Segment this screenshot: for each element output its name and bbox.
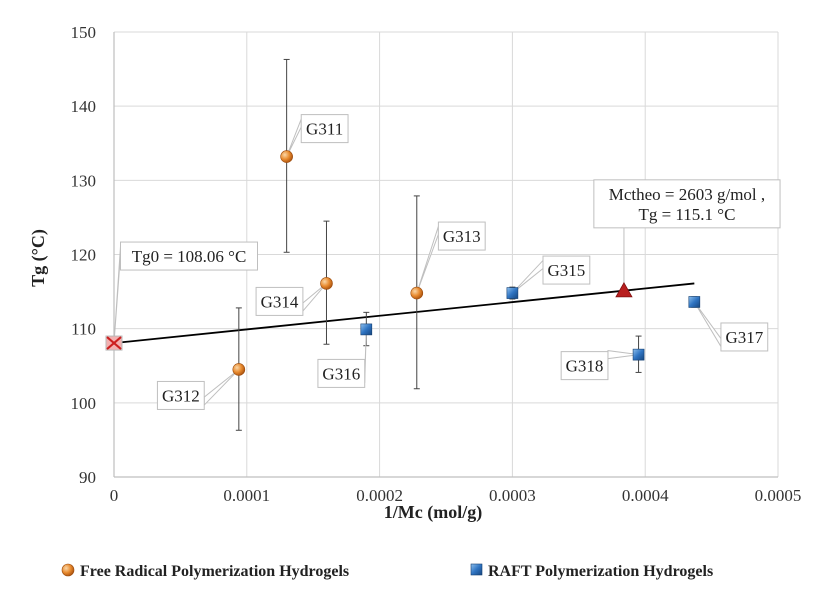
callout-box <box>120 241 258 271</box>
callout-box <box>156 380 205 410</box>
callout-label: G318 <box>566 357 604 376</box>
x-tick-label: 0.0003 <box>489 486 536 505</box>
x-tick-label: 0 <box>110 486 119 505</box>
y-tick-label: 130 <box>71 171 97 190</box>
callout-box <box>437 221 486 251</box>
y-tick-label: 140 <box>71 97 97 116</box>
callout-pointer <box>203 369 240 407</box>
point-raft <box>688 296 701 308</box>
callout-box <box>255 286 304 316</box>
data-points <box>105 150 701 376</box>
callout-pointer <box>416 226 439 294</box>
legend-marker-free-radical <box>61 563 75 577</box>
callout-box <box>560 351 609 381</box>
point-raft <box>360 323 373 336</box>
callout-label: G311 <box>306 120 343 139</box>
callout-label: G316 <box>322 364 360 383</box>
y-tick-label: 150 <box>71 23 97 42</box>
callouts: G311 G312 G313 G314 G315 G316 G317 G318 Tg0 = 10… <box>113 114 781 410</box>
callout-label: Tg0 = 108.06 °C <box>132 247 247 266</box>
x-axis-title: 1/Mc (mol/g) <box>384 502 482 523</box>
callout-label: G314 <box>261 292 299 311</box>
trendline-group <box>113 282 695 344</box>
callout-label: G317 <box>725 328 763 347</box>
callout-box <box>542 255 591 285</box>
x-tick-label: 0.0001 <box>223 486 270 505</box>
legend-marker-raft <box>470 563 483 576</box>
tg0-marker-x <box>106 336 122 350</box>
callout-label: Mctheo = 2603 g/mol , <box>609 185 765 204</box>
callout-label: Tg = 115.1 °C <box>638 205 735 224</box>
callout-label: G312 <box>162 386 200 405</box>
callout-box <box>720 322 769 352</box>
legend: Free Radical Polymerization Hydrogels RAF… <box>61 563 713 580</box>
x-tick-label: 0.0005 <box>755 486 802 505</box>
y-tick-label: 110 <box>71 320 96 339</box>
callout-box <box>300 114 349 144</box>
callout-box <box>317 358 366 388</box>
point-free-radical <box>280 150 293 163</box>
y-tick-label: 100 <box>71 394 97 413</box>
legend-label: Free Radical Polymerization Hydrogels <box>80 563 349 580</box>
axes: 0 0.0001 0.0002 0.0003 0.0004 0.0005 90 100 110 1… <box>71 23 802 505</box>
callout-box <box>593 179 781 229</box>
point-raft <box>632 348 645 361</box>
x-tick-label: 0.0004 <box>622 486 669 505</box>
legend-label: RAFT Polymerization Hydrogels <box>488 563 713 580</box>
grid <box>114 31 779 477</box>
y-axis-title: Tg (°C) <box>28 229 49 287</box>
callout-label: G313 <box>443 227 481 246</box>
point-free-radical <box>232 363 246 376</box>
point-free-radical <box>320 277 333 290</box>
theoretical-point <box>615 282 633 298</box>
point-free-radical <box>410 286 424 300</box>
callout-pointer <box>693 301 722 349</box>
y-tick-label: 90 <box>79 468 96 487</box>
trendline <box>113 282 695 344</box>
x-tick-label: 0.0002 <box>356 486 403 505</box>
callout-label: G315 <box>548 261 586 280</box>
y-tick-label: 120 <box>71 246 97 265</box>
point-raft <box>506 287 519 299</box>
